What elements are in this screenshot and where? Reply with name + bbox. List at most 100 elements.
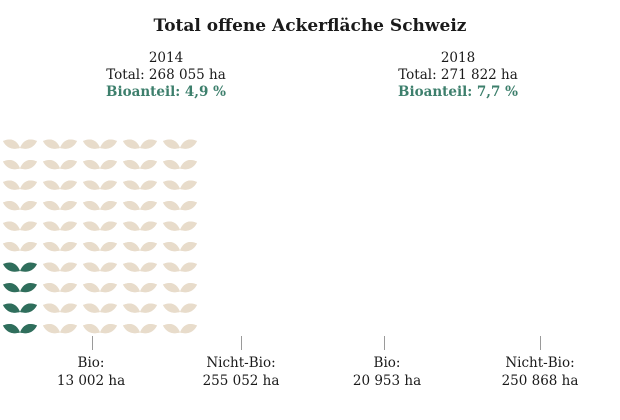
leaf-left [43,242,60,252]
leaf-right [100,283,117,293]
bio-wheat-unit [3,303,37,313]
leaf-left [163,201,180,211]
bio-tick [384,336,385,350]
nicht-bio-wheat-unit [123,262,157,272]
leaf-left [83,283,100,293]
nicht-bio-wheat-unit [123,160,157,170]
year-label: 2018 [440,50,476,66]
nicht-bio-wheat-unit [3,221,37,231]
leaf-right [60,160,77,170]
panel-header: 2018 Total: 271 822 ha Bioanteil: 7,7 % [358,50,558,101]
nicht-bio-wheat-unit [123,324,157,334]
leaf-left [83,180,100,190]
nicht-bio-label-2018: Nicht-Bio: 250 868 ha [485,354,595,390]
leaf-right [140,262,157,272]
leaf-right [20,160,37,170]
leaf-left [43,262,60,272]
leaf-left [3,242,20,252]
leaf-right [180,139,197,149]
leaf-left [163,324,180,334]
leaf-right [100,160,117,170]
nicht-bio-wheat-unit [163,139,197,149]
leaf-right [140,160,157,170]
leaf-right [20,303,37,313]
leaf-right [20,242,37,252]
nicht-bio-wheat-unit [3,139,37,149]
total-label: Total: 268 055 ha [106,67,226,83]
leaf-left [3,262,20,272]
bio-share-label: Bioanteil: 4,9 % [106,84,226,100]
leaf-left [163,262,180,272]
leaf-left [123,242,140,252]
leaf-right [180,221,197,231]
leaf-left [163,160,180,170]
nicht-bio-wheat-unit [83,283,117,293]
leaf-right [100,201,117,211]
nicht-bio-wheat-unit [163,262,197,272]
leaf-right [20,201,37,211]
leaf-left [163,221,180,231]
leaf-left [163,180,180,190]
nicht-bio-wheat-unit [123,139,157,149]
leaf-left [83,262,100,272]
leaf-right [100,139,117,149]
leaf-left [3,160,20,170]
leaf-left [3,324,20,334]
nicht-bio-label-text: Nicht-Bio: [505,355,575,371]
leaf-right [20,324,37,334]
bio-value: 13 002 ha [56,373,126,389]
nicht-bio-wheat-unit [83,262,117,272]
leaf-left [123,283,140,293]
nicht-bio-wheat-unit [123,242,157,252]
nicht-bio-wheat-unit [43,262,77,272]
leaf-right [180,201,197,211]
panel-header: 2014 Total: 268 055 ha Bioanteil: 4,9 % [66,50,266,101]
leaf-right [140,180,157,190]
nicht-bio-wheat-unit [3,180,37,190]
leaf-left [123,262,140,272]
leaf-right [140,201,157,211]
leaf-left [123,160,140,170]
year-label: 2014 [148,50,184,66]
nicht-bio-wheat-unit [163,242,197,252]
leaf-right [180,160,197,170]
nicht-bio-wheat-unit [83,303,117,313]
leaf-right [140,324,157,334]
leaf-right [20,139,37,149]
nicht-bio-wheat-unit [3,242,37,252]
leaf-right [60,180,77,190]
leaf-left [3,283,20,293]
nicht-bio-wheat-unit [83,160,117,170]
leaf-right [140,303,157,313]
leaf-left [83,303,100,313]
nicht-bio-wheat-unit [43,242,77,252]
nicht-bio-wheat-unit [43,221,77,231]
leaf-right [100,324,117,334]
leaf-left [83,201,100,211]
nicht-bio-wheat-unit [83,201,117,211]
nicht-bio-wheat-unit [43,139,77,149]
leaf-left [43,139,60,149]
leaf-left [123,221,140,231]
nicht-bio-wheat-unit [163,324,197,334]
leaf-left [163,242,180,252]
nicht-bio-wheat-unit [3,160,37,170]
bio-share-label: Bioanteil: 7,7 % [398,84,518,100]
leaf-left [163,303,180,313]
nicht-bio-wheat-unit [43,180,77,190]
leaf-left [123,201,140,211]
nicht-bio-wheat-unit [163,160,197,170]
leaf-right [100,180,117,190]
leaf-left [3,180,20,190]
leaf-left [43,324,60,334]
nicht-bio-wheat-unit [83,180,117,190]
leaf-left [3,221,20,231]
nicht-bio-wheat-unit [43,201,77,211]
leaf-left [43,283,60,293]
leaf-left [83,139,100,149]
nicht-bio-wheat-unit [43,324,77,334]
bio-wheat-unit [3,283,37,293]
leaf-left [43,221,60,231]
nicht-bio-value: 255 052 ha [202,373,280,389]
leaf-right [60,242,77,252]
